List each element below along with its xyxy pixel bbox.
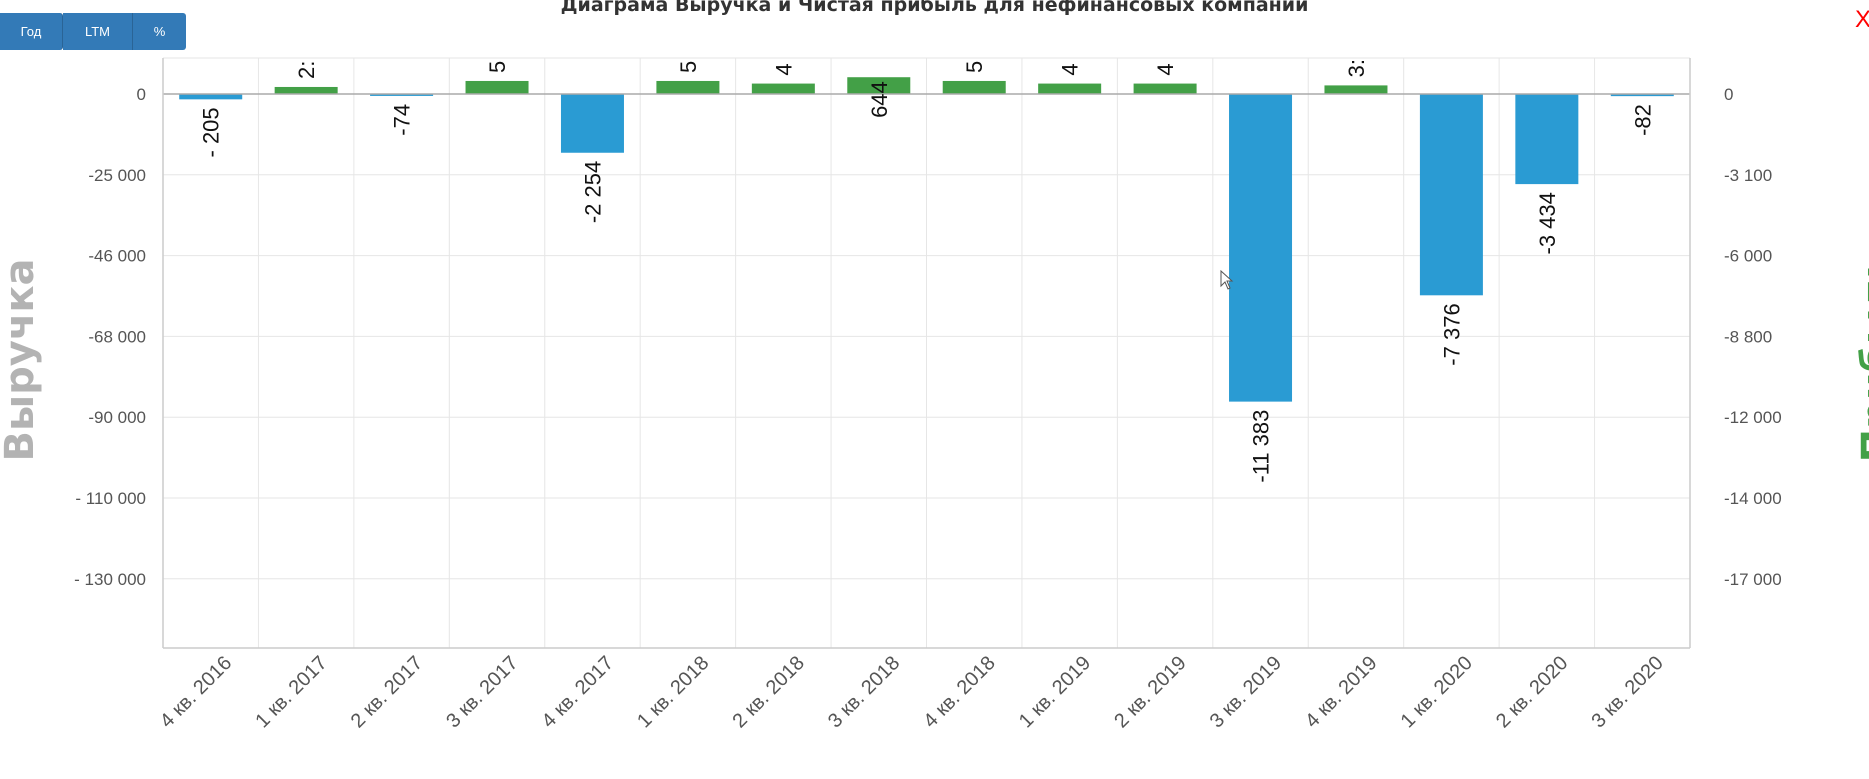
x-tick-label: 1 кв. 2020 bbox=[1397, 652, 1477, 732]
x-tick-label: 2 кв. 2017 bbox=[347, 652, 427, 732]
data-label: -74 bbox=[390, 104, 415, 136]
data-label: 644 bbox=[867, 81, 892, 118]
data-label: 5 bbox=[485, 61, 510, 73]
y-left-tick-label: -90 000 bbox=[88, 408, 146, 427]
y-right-tick-label: -17 000 bbox=[1724, 570, 1782, 589]
x-tick-label: 4 кв. 2018 bbox=[919, 652, 999, 732]
bar bbox=[1610, 94, 1674, 97]
bar bbox=[1229, 94, 1293, 402]
ltm-button[interactable]: LTM bbox=[63, 13, 133, 50]
data-label: -2 254 bbox=[580, 161, 605, 223]
data-label: -7 376 bbox=[1439, 303, 1464, 365]
y-right-tick-label: -14 000 bbox=[1724, 489, 1782, 508]
data-label: 2: bbox=[294, 61, 319, 79]
y-right-tick-label: -6 000 bbox=[1724, 247, 1772, 266]
y-left-tick-label: -46 000 bbox=[88, 247, 146, 266]
y-right-tick-label: -3 100 bbox=[1724, 166, 1772, 185]
bar-series bbox=[179, 77, 1674, 402]
x-tick-label: 2 кв. 2019 bbox=[1110, 652, 1190, 732]
bar bbox=[560, 94, 624, 153]
y-left-tick-label: 0 bbox=[137, 85, 146, 104]
y-left-tick-label: - 130 000 bbox=[74, 570, 146, 589]
bar bbox=[656, 80, 720, 94]
data-label: - 205 bbox=[199, 107, 224, 157]
x-tick-label: 3 кв. 2020 bbox=[1587, 652, 1667, 732]
data-label: 5 bbox=[962, 61, 987, 73]
x-tick-label: 1 кв. 2017 bbox=[251, 652, 331, 732]
x-tick-label: 3 кв. 2017 bbox=[442, 652, 522, 732]
x-tick-label: 2 кв. 2020 bbox=[1492, 652, 1572, 732]
data-label: 4 bbox=[1058, 63, 1083, 75]
bar bbox=[1324, 85, 1388, 94]
x-tick-label: 4 кв. 2016 bbox=[156, 652, 236, 732]
bar bbox=[274, 86, 338, 94]
bar bbox=[1133, 83, 1197, 94]
data-label: 4 bbox=[1153, 63, 1178, 75]
y-right-tick-label: -12 000 bbox=[1724, 408, 1782, 427]
x-tick-label: 1 кв. 2018 bbox=[633, 652, 713, 732]
bar bbox=[1038, 83, 1102, 94]
bar bbox=[1515, 94, 1579, 185]
bar bbox=[942, 80, 1006, 94]
bar bbox=[847, 77, 911, 94]
bar bbox=[465, 80, 529, 94]
y-left-tick-label: -25 000 bbox=[88, 166, 146, 185]
bar bbox=[370, 94, 434, 96]
y-right-tick-label: 0 bbox=[1724, 85, 1733, 104]
mouse-cursor-icon bbox=[1220, 270, 1234, 290]
close-icon[interactable]: X bbox=[1855, 6, 1869, 33]
x-tick-label: 3 кв. 2019 bbox=[1206, 652, 1286, 732]
period-button-group: Год LTM % bbox=[0, 13, 186, 50]
x-tick-label: 3 кв. 2018 bbox=[824, 652, 904, 732]
percent-button[interactable]: % bbox=[133, 13, 186, 50]
bar bbox=[1419, 94, 1483, 296]
data-label: -82 bbox=[1630, 104, 1655, 136]
x-tick-label: 4 кв. 2017 bbox=[538, 652, 618, 732]
bar bbox=[751, 83, 815, 94]
y-left-tick-label: - 110 000 bbox=[75, 489, 146, 508]
chart-title: Диаграма Выручка и Чистая прибыль для не… bbox=[560, 0, 1309, 16]
x-tick-label: 1 кв. 2019 bbox=[1015, 652, 1095, 732]
y-right-tick-label: -8 800 bbox=[1724, 327, 1772, 346]
data-label: -3 434 bbox=[1535, 192, 1560, 254]
x-tick-label: 2 кв. 2018 bbox=[729, 652, 809, 732]
x-tick-label: 4 кв. 2019 bbox=[1301, 652, 1381, 732]
data-label: 3: bbox=[1344, 59, 1369, 77]
y-left-tick-label: -68 000 bbox=[88, 327, 146, 346]
bar bbox=[179, 94, 243, 100]
data-labels: - 205 -74 -2 254 -11 383 -7 376 -3 434 -82 2: 5 5… bbox=[199, 59, 1656, 483]
data-label: 5 bbox=[676, 61, 701, 73]
data-label: 4 bbox=[771, 63, 796, 75]
data-label: -11 383 bbox=[1249, 410, 1274, 483]
year-button[interactable]: Год bbox=[0, 13, 63, 50]
